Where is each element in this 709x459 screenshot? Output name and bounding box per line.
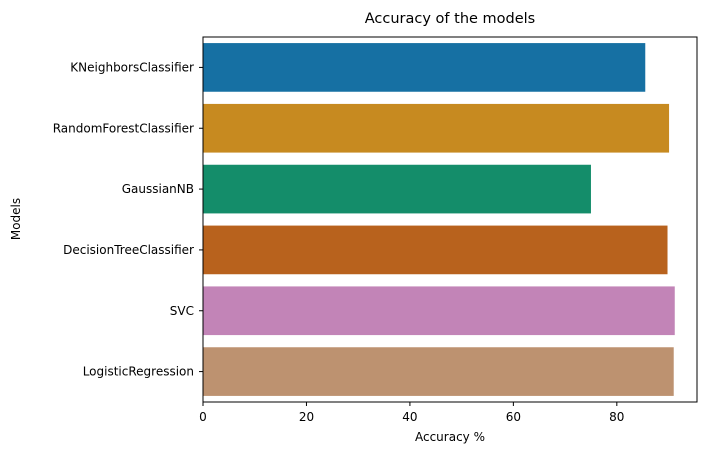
bar-KNeighborsClassifier xyxy=(203,43,646,92)
y-tick-label: KNeighborsClassifier xyxy=(70,60,194,74)
y-axis-label: Models xyxy=(9,198,23,240)
x-tick-label: 80 xyxy=(609,410,624,424)
y-tick-label: RandomForestClassifier xyxy=(53,121,194,135)
chart-title: Accuracy of the models xyxy=(365,11,536,27)
y-tick-label: DecisionTreeClassifier xyxy=(63,243,194,257)
x-tick-label: 0 xyxy=(199,410,207,424)
x-axis-label: Accuracy % xyxy=(415,430,485,444)
x-tick-label: 60 xyxy=(506,410,521,424)
bar-DecisionTreeClassifier xyxy=(203,225,668,275)
y-tick-label: GaussianNB xyxy=(122,182,194,196)
bar-LogisticRegression xyxy=(203,347,674,396)
x-tick-label: 40 xyxy=(402,410,417,424)
y-tick-label: SVC xyxy=(170,304,194,318)
y-tick-label: LogisticRegression xyxy=(83,365,194,379)
plot-frame xyxy=(202,36,698,403)
bar-RandomForestClassifier xyxy=(203,103,670,153)
bar-GaussianNB xyxy=(203,164,591,214)
bar-SVC xyxy=(203,286,675,336)
plot-area: KNeighborsClassifier RandomForestClassifi… xyxy=(53,43,675,424)
x-tick-label: 20 xyxy=(299,410,314,424)
